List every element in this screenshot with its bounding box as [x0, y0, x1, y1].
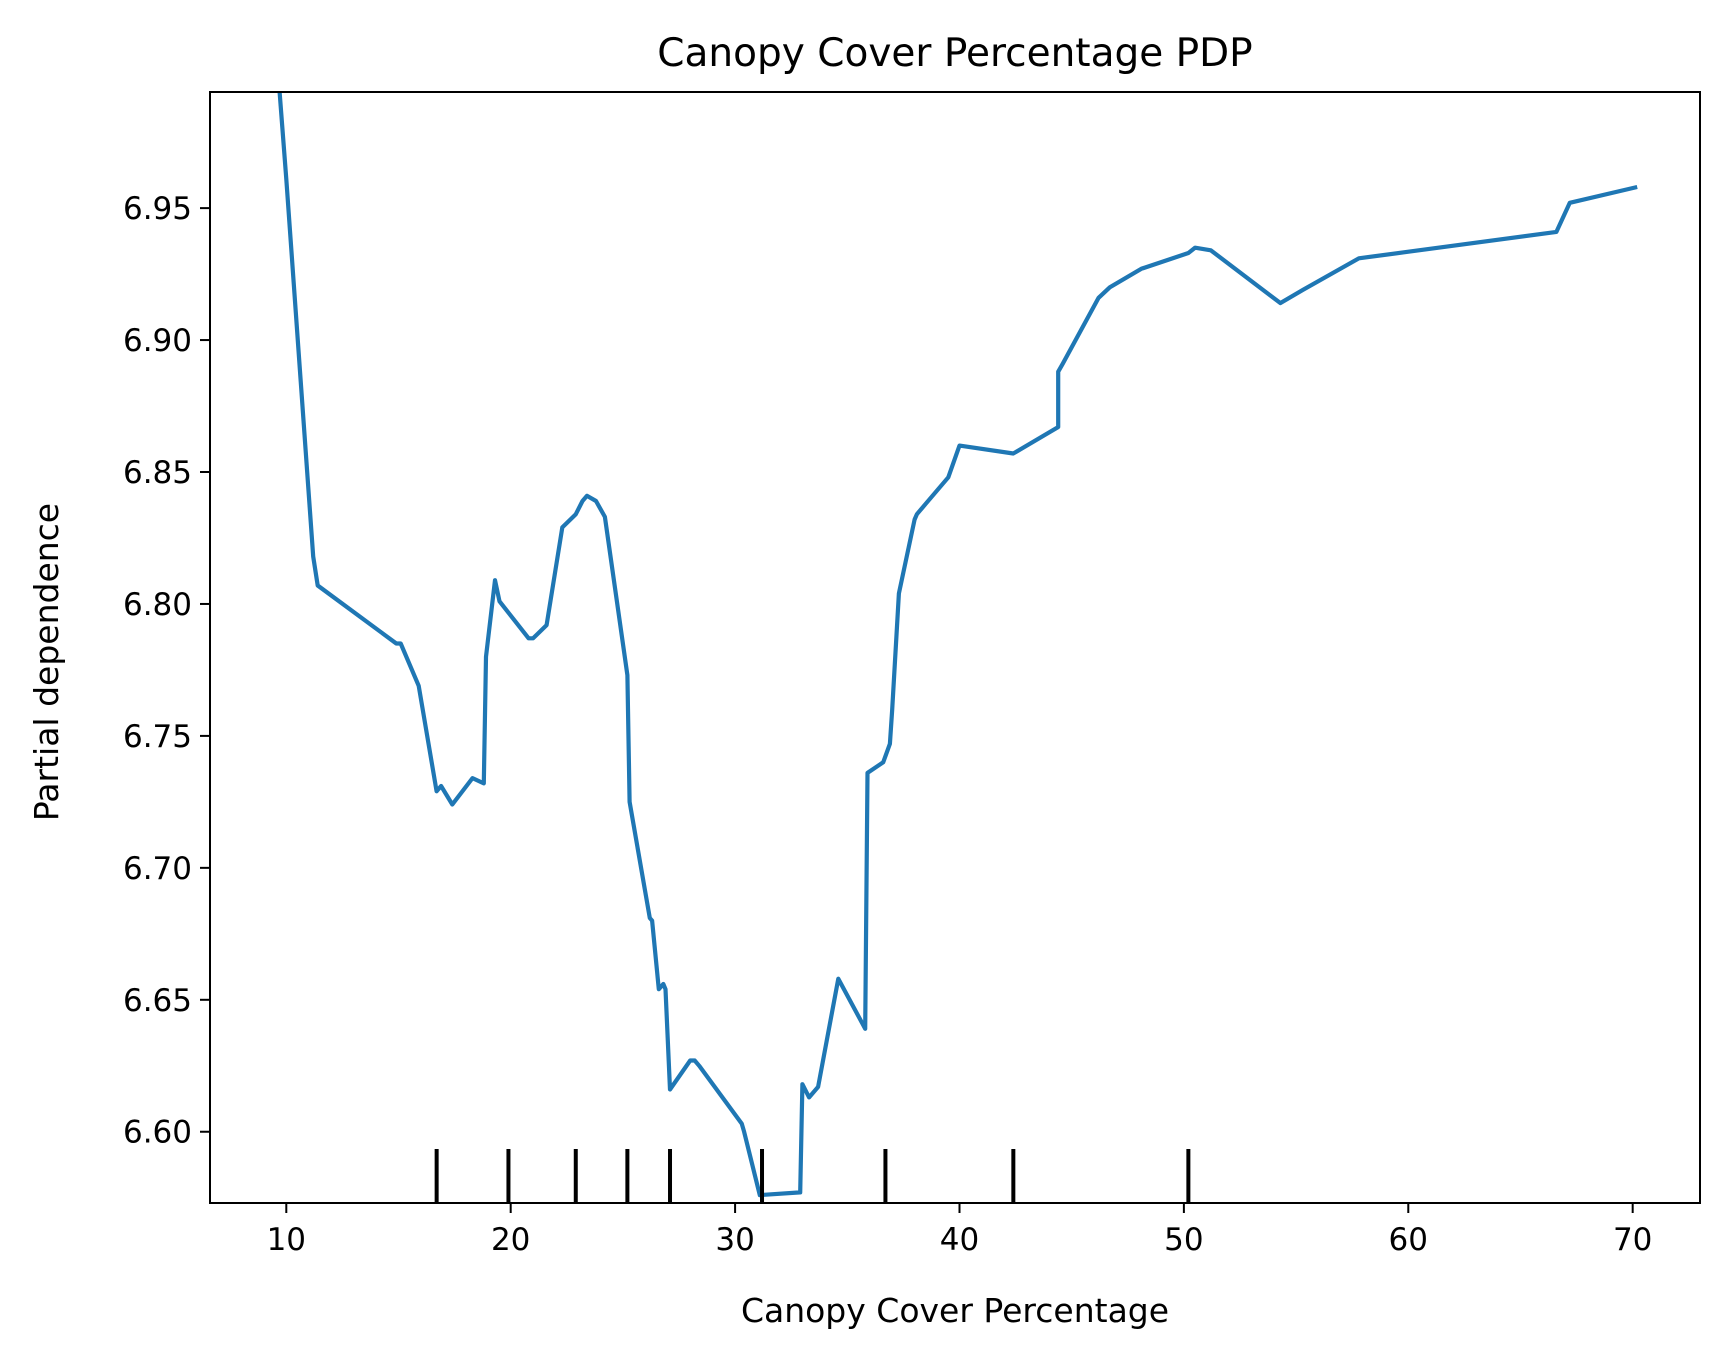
plot-area: [277, 92, 1638, 1203]
pdp-series-line: [277, 92, 1638, 1198]
y-tick-label: 6.70: [123, 851, 192, 887]
y-tick-label: 6.85: [123, 455, 192, 491]
axes: 10 20 30 40 50 60 70 6.60 6.65 6.70 6.75 6.80 6.85 6.…: [123, 91, 1701, 1258]
chart-title: Canopy Cover Percentage PDP: [657, 31, 1252, 76]
x-tick-label: 70: [1613, 1222, 1652, 1258]
y-tick-label: 6.60: [123, 1115, 192, 1151]
x-tick-label: 10: [267, 1222, 306, 1258]
y-tick-label: 6.75: [123, 719, 192, 755]
x-axis-label: Canopy Cover Percentage: [741, 1291, 1169, 1330]
x-tick-label: 60: [1389, 1222, 1428, 1258]
y-tick-label: 6.90: [123, 323, 192, 359]
x-tick-label: 20: [491, 1222, 530, 1258]
x-tick-label: 30: [715, 1222, 754, 1258]
y-tick-label: 6.95: [123, 191, 192, 227]
y-axis-label: Partial dependence: [27, 503, 66, 821]
y-tick-label: 6.65: [123, 983, 192, 1019]
plot-frame: [209, 91, 1701, 1204]
y-tick-label: 6.80: [123, 587, 192, 623]
x-tick-label: 50: [1164, 1222, 1203, 1258]
x-tick-label: 40: [940, 1222, 979, 1258]
